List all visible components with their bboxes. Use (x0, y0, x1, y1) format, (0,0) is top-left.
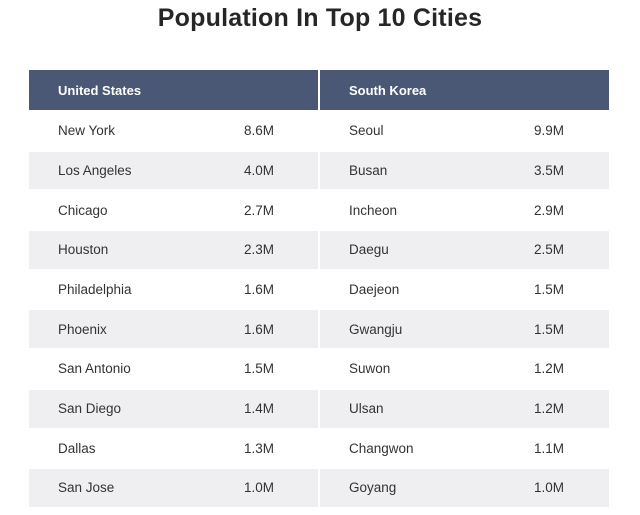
table-row: San Diego 1.4M (29, 389, 318, 428)
us-population-table: United States New York 8.6M Los Angeles 4.0… (29, 70, 318, 507)
table-row: Incheon 2.9M (320, 191, 609, 229)
population-value: 1.5M (244, 361, 275, 377)
population-value: 1.5M (534, 282, 565, 298)
table-row: Seoul 9.9M (320, 112, 609, 150)
city-name: Philadelphia (58, 282, 132, 298)
city-name: Incheon (349, 202, 398, 218)
city-name: Daegu (349, 242, 389, 258)
city-name: New York (58, 123, 116, 139)
population-value: 1.6M (244, 282, 275, 298)
table-row: San Antonio 1.5M (29, 350, 318, 388)
population-value: 8.6M (244, 123, 275, 139)
kr-table-body: Seoul 9.9M Busan 3.5M Incheon 2.9M Daegu 2.5M Da… (320, 110, 609, 507)
population-value: 9.9M (534, 123, 565, 139)
population-value: 2.9M (534, 202, 565, 218)
city-name: Ulsan (349, 401, 384, 417)
table-row: Daejeon 1.5M (320, 271, 609, 309)
table-row: Daegu 2.5M (320, 230, 609, 269)
city-name: Phoenix (58, 321, 107, 337)
table-row: Gwangju 1.5M (320, 310, 609, 349)
kr-population-table: South Korea Seoul 9.9M Busan 3.5M Incheon 2.9… (320, 70, 609, 507)
population-value: 1.6M (244, 321, 275, 337)
city-name: Goyang (349, 480, 397, 496)
city-name: Houston (58, 242, 109, 258)
city-name: Changwon (349, 440, 414, 456)
city-name: Suwon (349, 361, 391, 377)
table-row: Los Angeles 4.0M (29, 151, 318, 190)
population-value: 1.1M (534, 440, 565, 456)
city-name: Busan (349, 162, 388, 178)
table-row: Houston 2.3M (29, 230, 318, 269)
table-row: Dallas 1.3M (29, 429, 318, 467)
table-row: Changwon 1.1M (320, 429, 609, 467)
city-name: Los Angeles (58, 162, 132, 178)
us-table-body: New York 8.6M Los Angeles 4.0M Chicago 2.7M Ho… (29, 110, 318, 507)
population-value: 2.5M (534, 242, 565, 258)
population-value: 4.0M (244, 162, 275, 178)
kr-table-header: South Korea (320, 70, 609, 110)
population-value: 1.0M (244, 480, 275, 496)
population-value: 1.3M (244, 440, 275, 456)
population-value: 2.3M (244, 242, 275, 258)
city-name: Gwangju (349, 321, 403, 337)
population-value: 3.5M (534, 162, 565, 178)
city-name: San Diego (58, 401, 122, 417)
city-name: Daejeon (349, 282, 400, 298)
city-name: San Antonio (58, 361, 131, 377)
population-value: 1.0M (534, 480, 565, 496)
population-value: 1.5M (534, 321, 565, 337)
table-row: Busan 3.5M (320, 151, 609, 190)
table-row: Suwon 1.2M (320, 350, 609, 388)
city-name: Seoul (349, 123, 384, 139)
page-title: Population In Top 10 Cities (157, 4, 483, 32)
city-name: San Jose (58, 480, 115, 496)
us-table-header: United States (29, 70, 318, 110)
table-row: New York 8.6M (29, 112, 318, 150)
city-name: Chicago (58, 202, 108, 218)
population-value: 2.7M (244, 202, 275, 218)
table-row: Phoenix 1.6M (29, 310, 318, 349)
table-row: Goyang 1.0M (320, 469, 609, 507)
population-value: 1.2M (534, 361, 565, 377)
table-row: San Jose 1.0M (29, 469, 318, 507)
city-name: Dallas (58, 440, 96, 456)
table-row: Philadelphia 1.6M (29, 271, 318, 309)
table-row: Ulsan 1.2M (320, 389, 609, 428)
population-value: 1.4M (244, 401, 275, 417)
population-value: 1.2M (534, 401, 565, 417)
table-row: Chicago 2.7M (29, 191, 318, 229)
